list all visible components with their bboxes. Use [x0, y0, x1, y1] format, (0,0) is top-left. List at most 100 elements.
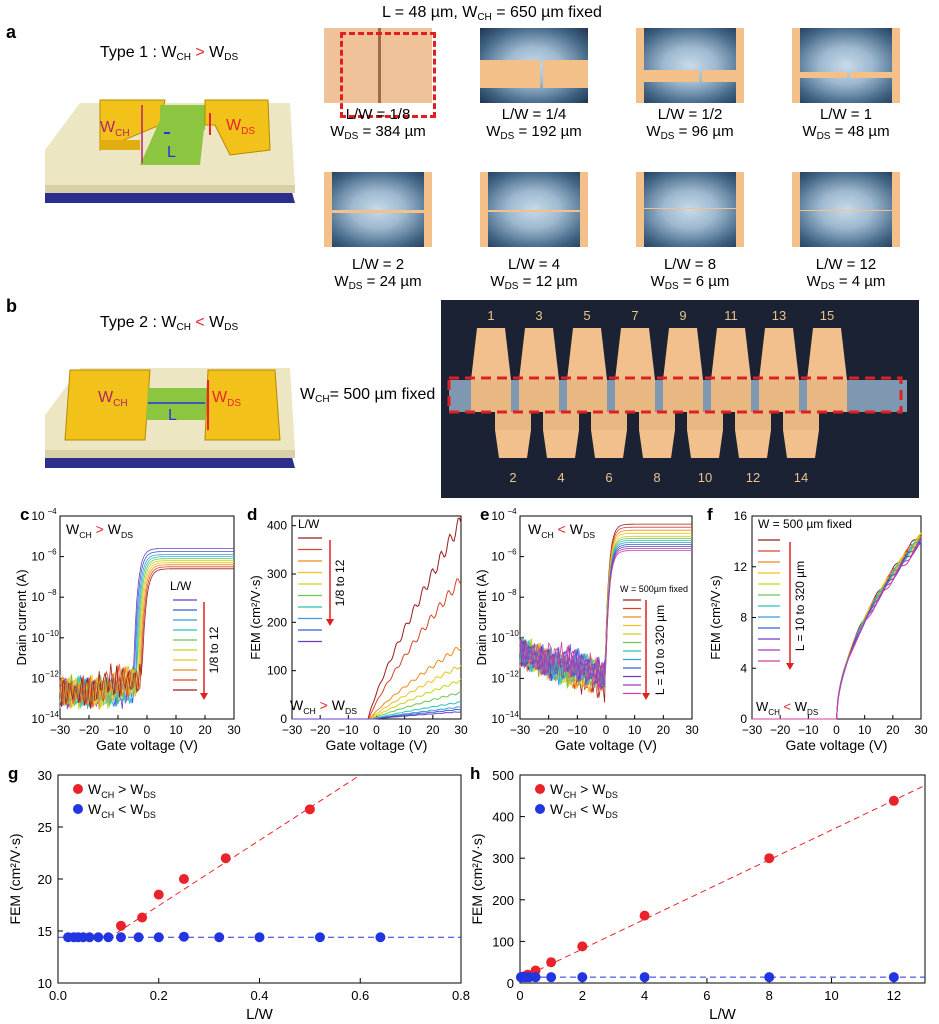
y-tick-label: 10 — [491, 550, 505, 564]
pad-top-stem — [663, 380, 703, 412]
chart-g: 0.0 0.2 0.4 0.6 0.8 10 15 20 25 30 FEM (cm²/V·s) L/… — [7, 764, 470, 1023]
legend-title: L/W — [298, 517, 320, 531]
x-tick-label: −10 — [798, 723, 819, 737]
caption-lw-2: L/W = 2 WDS = 24 µm — [334, 256, 422, 292]
pad-bottom-stem — [687, 412, 723, 430]
pad-number-top: 11 — [724, 308, 738, 323]
data-point — [764, 972, 775, 983]
pad-top — [807, 328, 847, 380]
caption-lw-8: L/W = 8 WDS = 6 µm — [650, 256, 730, 292]
y-tick-label: 100 — [492, 934, 514, 949]
data-point — [304, 804, 315, 815]
pad-number-bottom: 12 — [746, 470, 760, 485]
x-tick-label: 0 — [373, 723, 380, 737]
x-tick-label: 10 — [858, 723, 872, 737]
fit-line — [519, 784, 926, 980]
panel-letter: h — [470, 764, 480, 783]
y-tick-label: 0 — [507, 976, 514, 991]
data-point — [764, 853, 775, 864]
series-line — [59, 554, 234, 709]
type1-title: Type 1 : WCH > WDS — [100, 44, 239, 63]
y-tick-label: 10 — [31, 671, 45, 685]
pad-bottom-stem — [735, 412, 771, 430]
pad-number-bottom: 14 — [794, 470, 808, 485]
data-point — [546, 972, 557, 983]
x-tick-label: 10 — [628, 723, 642, 737]
pad-number-top: 1 — [487, 308, 494, 323]
pad-number-top: 13 — [772, 308, 786, 323]
panel-letter-a: a — [6, 22, 17, 42]
x-tick-label: −30 — [742, 723, 763, 737]
pad-number-bottom: 8 — [653, 470, 660, 485]
x-axis-label: L/W — [709, 1006, 737, 1023]
caption-lw-1-8: L/W = 1/8 WDS = 384 µm — [330, 106, 426, 142]
y-axis-label: FEM (cm²/V·s) — [248, 575, 263, 659]
pad-top — [711, 328, 751, 380]
pad-top-stem — [471, 380, 511, 412]
y-tick-label: 10 — [491, 712, 505, 726]
y-tick-label: 0 — [740, 712, 747, 726]
legend-label: WCH < WDS — [88, 801, 156, 820]
y-axis-label: Drain current (A) — [14, 569, 29, 665]
x-tick-label: 0 — [144, 723, 151, 737]
legend-arrowhead — [200, 693, 208, 700]
y-tick-exponent: −8 — [507, 588, 517, 597]
x-tick-label: −10 — [567, 723, 588, 737]
y-tick-label: 500 — [492, 768, 514, 783]
data-point — [137, 912, 148, 923]
micrograph-lw-1-2 — [636, 28, 744, 103]
legend-title: L/W — [170, 579, 192, 593]
data-point — [577, 941, 588, 952]
y-axis-label: Drain current (A) — [474, 569, 489, 665]
type2-title: Type 2 : WCH < WDS — [100, 314, 239, 333]
data-point — [888, 795, 899, 806]
pad-number-bottom: 6 — [605, 470, 612, 485]
data-point — [375, 932, 386, 943]
y-tick-label: 30 — [38, 768, 52, 783]
x-tick-label: −10 — [338, 723, 359, 737]
data-point — [639, 910, 650, 921]
svg-text:WCH: WCH — [98, 389, 128, 409]
legend-label: WCH < WDS — [550, 801, 618, 820]
pad-top — [471, 328, 511, 380]
y-tick-label: 10 — [491, 590, 505, 604]
pad-top — [615, 328, 655, 380]
pad-number-top: 9 — [679, 308, 686, 323]
y-axis-label: FEM (cm²/V·s) — [469, 834, 485, 925]
pad-top — [519, 328, 559, 380]
pad-top-stem — [615, 380, 655, 412]
x-tick-label: 0.8 — [452, 988, 470, 1003]
pad-bottom-stem — [543, 412, 579, 430]
pad-bottom-stem — [783, 412, 819, 430]
x-tick-label: −30 — [510, 723, 531, 737]
series-line — [59, 568, 234, 709]
y-tick-exponent: −10 — [45, 629, 59, 638]
data-point — [220, 853, 231, 864]
pad-bottom — [639, 430, 675, 458]
y-tick-exponent: −12 — [505, 669, 519, 678]
x-tick-label: 10 — [398, 723, 412, 737]
condition-label: WCH > WDS — [66, 521, 133, 540]
panel-b-device-array: 1 3 5 7 9 11 13 152 4 6 8 10 12 14 — [441, 300, 919, 498]
series-line — [519, 550, 692, 691]
panel-letter: d — [247, 505, 257, 524]
x-tick-label: 30 — [914, 723, 928, 737]
panel-letter-b: b — [6, 296, 17, 316]
x-tick-label: 8 — [766, 988, 773, 1003]
x-tick-label: −30 — [282, 723, 303, 737]
pad-bottom — [543, 430, 579, 458]
x-tick-label: 30 — [227, 723, 241, 737]
legend-title: W = 500 µm fixed — [758, 517, 852, 531]
y-tick-label: 10 — [31, 631, 45, 645]
data-point — [254, 932, 265, 943]
data-point — [546, 957, 557, 968]
series-line — [752, 538, 922, 720]
y-tick-label: 12 — [734, 560, 748, 574]
legend-marker — [535, 804, 545, 814]
y-tick-exponent: −8 — [47, 588, 57, 597]
data-point — [93, 932, 104, 943]
x-tick-label: 12 — [887, 988, 901, 1003]
pad-bottom-stem — [639, 412, 675, 430]
micrograph-lw-1-8 — [324, 28, 436, 118]
